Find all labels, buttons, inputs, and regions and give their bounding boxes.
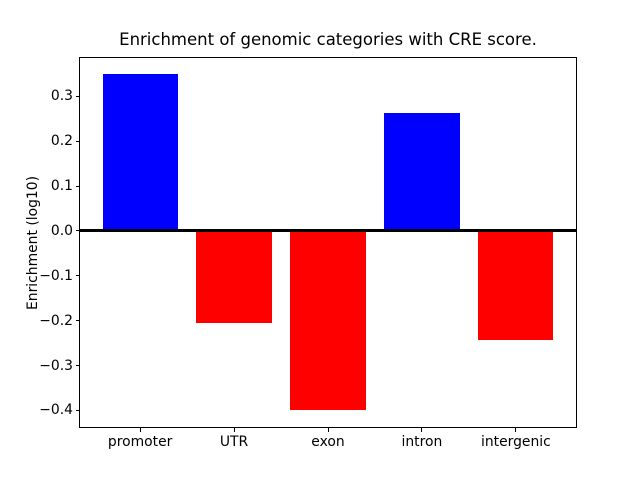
- y-tick-label: 0.2: [50, 133, 73, 150]
- bar-promoter: [102, 73, 178, 231]
- bar-intron: [384, 112, 460, 231]
- x-tick-label-exon: exon: [311, 434, 345, 451]
- y-tick-label: −0.2: [39, 312, 73, 329]
- x-tick-label-intron: intron: [401, 434, 443, 451]
- y-tick-mark: [76, 185, 80, 187]
- y-tick-label: −0.4: [39, 402, 73, 419]
- zero-line: [80, 229, 576, 233]
- x-tick-mark: [327, 427, 329, 432]
- y-tick-mark: [76, 320, 80, 322]
- y-tick-mark: [76, 140, 80, 142]
- x-tick-label-UTR: UTR: [219, 434, 249, 451]
- x-tick-mark: [515, 427, 517, 432]
- chart-title: Enrichment of genomic categories with CR…: [119, 30, 537, 49]
- y-tick-label: −0.3: [39, 357, 73, 374]
- x-tick-label-promoter: promoter: [107, 434, 173, 451]
- bar-intergenic: [478, 230, 554, 340]
- y-tick-mark: [76, 409, 80, 411]
- y-tick-label: 0.3: [50, 88, 73, 105]
- y-tick-mark: [76, 275, 80, 277]
- x-tick-mark: [139, 427, 141, 432]
- y-tick-mark: [76, 230, 80, 232]
- bar-exon: [290, 230, 366, 411]
- bar-UTR: [196, 230, 272, 323]
- y-tick-mark: [76, 95, 80, 97]
- x-tick-mark: [421, 427, 423, 432]
- y-axis-label: Enrichment (log10): [25, 175, 41, 311]
- y-tick-label: 0.1: [50, 178, 73, 195]
- x-tick-mark: [233, 427, 235, 432]
- y-tick-label: −0.1: [39, 267, 73, 284]
- x-tick-label-intergenic: intergenic: [480, 434, 551, 451]
- plot-area: [79, 57, 577, 428]
- y-tick-label: 0.0: [50, 222, 73, 239]
- y-tick-mark: [76, 365, 80, 367]
